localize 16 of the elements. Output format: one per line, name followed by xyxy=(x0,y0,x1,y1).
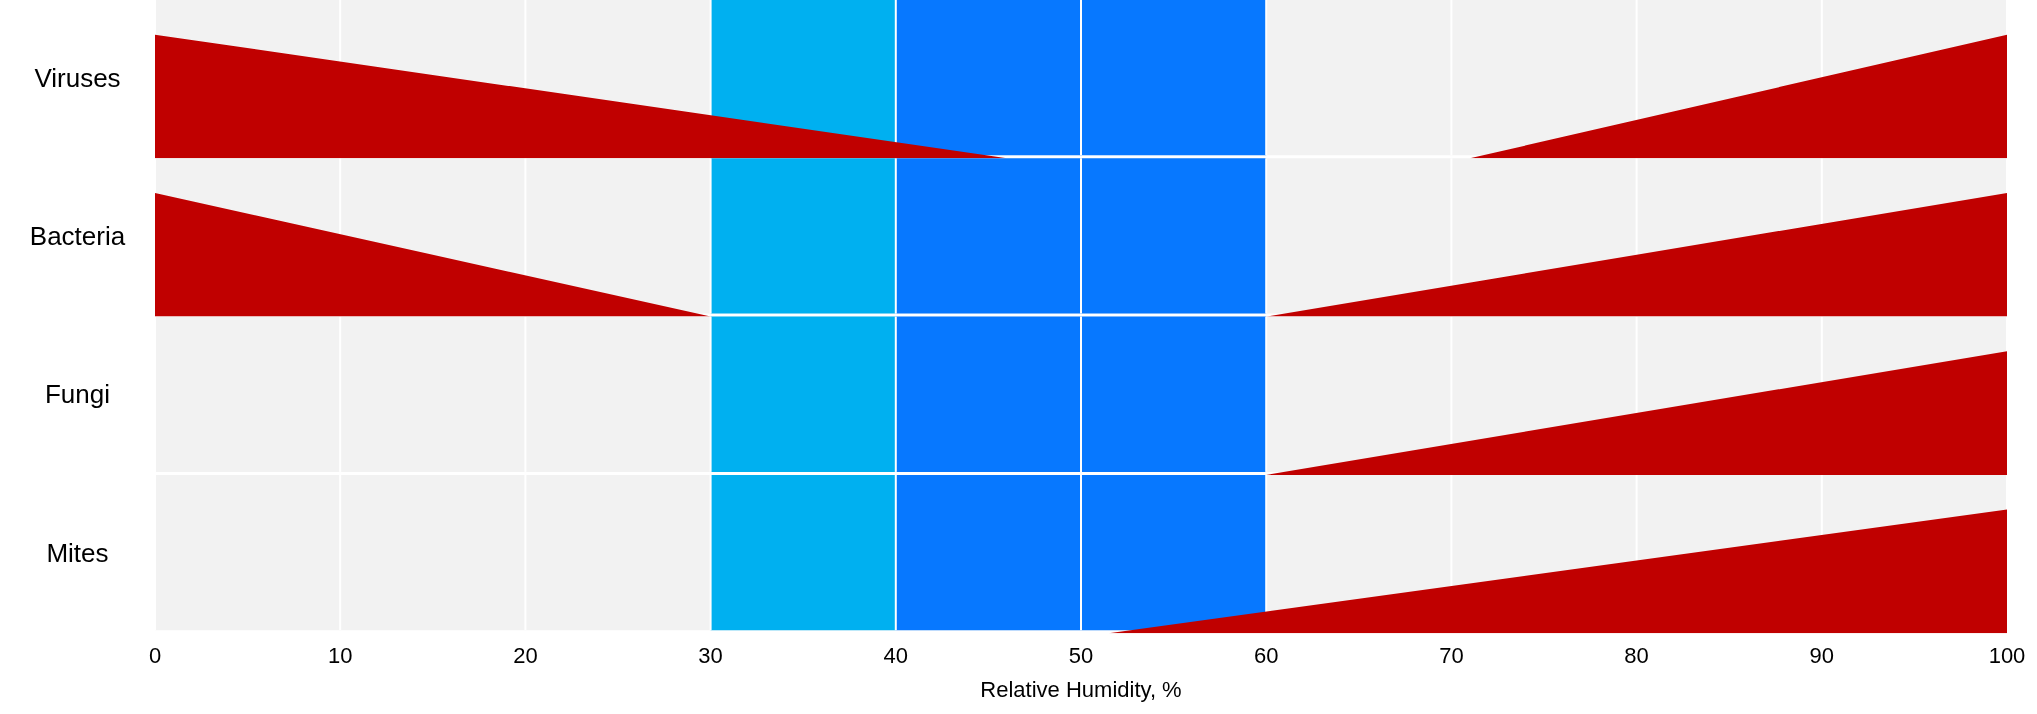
x-tick-label: 70 xyxy=(1439,643,1464,669)
y-axis-title: Mites xyxy=(45,537,110,569)
x-tick-label: 10 xyxy=(327,643,353,669)
x-tick-label: 80 xyxy=(1624,643,1649,669)
x-tick-label: 90 xyxy=(1809,643,1835,669)
x-tick-label: 30 xyxy=(698,643,723,669)
y-axis-title: Bacteria xyxy=(28,220,127,252)
y-axis-title: Fungi xyxy=(43,378,111,410)
x-tick-label: 50 xyxy=(1068,643,1094,669)
x-tick-label: 20 xyxy=(513,643,538,669)
x-tick-label: 60 xyxy=(1253,643,1279,669)
y-axis-title: Viruses xyxy=(33,62,122,94)
x-axis-title: Relative Humidity, % xyxy=(980,676,1182,702)
x-tick-label: 100 xyxy=(1988,643,2026,669)
x-tick-label: 40 xyxy=(883,643,909,669)
x-tick-label: 0 xyxy=(148,643,162,669)
